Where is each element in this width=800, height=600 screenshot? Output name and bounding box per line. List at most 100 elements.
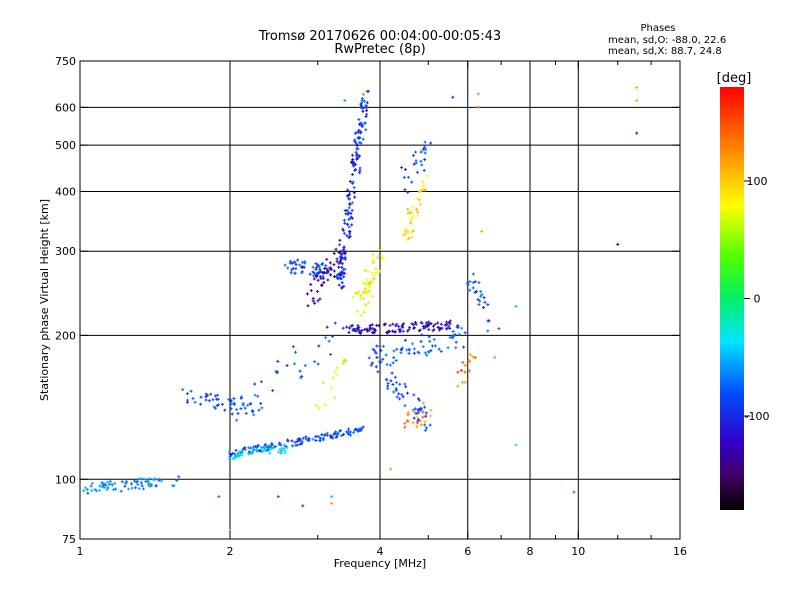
data-point [347,427,351,431]
data-point [241,402,245,406]
data-point [404,385,408,389]
data-point [423,145,427,149]
data-point [448,322,452,326]
data-point [335,373,339,377]
data-point [320,433,324,437]
data-point [332,396,336,400]
data-point [410,342,414,346]
data-point [340,434,344,438]
data-point [359,293,363,297]
data-point [361,107,365,111]
data-point [447,325,451,329]
data-point [326,269,330,273]
data-point [386,381,390,385]
data-point [372,331,376,335]
data-point [423,428,427,432]
data-point [483,300,487,304]
data-point [350,208,354,212]
data-point [362,281,366,285]
data-point [370,323,374,327]
data-point [342,284,346,288]
data-point [98,488,102,492]
data-point [477,281,481,285]
data-point [408,325,412,329]
data-point [397,392,401,396]
data-point [355,153,359,157]
y-axis-label: Stationary phase Virtual Height [km] [38,199,51,401]
data-point [108,479,112,483]
data-point [341,227,345,231]
data-point [229,402,233,406]
data-point [357,136,361,140]
data-point [123,484,127,488]
data-point [433,322,437,326]
data-point [247,452,251,456]
data-point [351,327,355,331]
data-point [361,290,365,294]
data-point [462,345,466,349]
data-point [425,426,429,430]
data-point [412,393,416,397]
data-point [100,485,104,489]
data-point [409,221,413,225]
data-point [416,214,420,218]
data-point [247,446,251,450]
data-point [354,291,358,295]
data-point [300,260,304,264]
data-point [335,274,339,278]
data-point [478,299,482,303]
data-point [421,345,425,349]
data-point [421,401,425,405]
data-point [347,193,351,197]
data-point [419,202,423,206]
data-point [90,481,94,485]
data-point [367,89,371,93]
data-point [353,139,357,143]
data-point [256,443,260,447]
data-point [450,334,454,338]
data-point [140,477,144,481]
data-point [348,230,352,234]
colorbar-tick-label: 0 [754,293,761,306]
data-point [363,286,367,290]
data-point [216,393,220,397]
data-point [353,428,357,432]
data-point [191,396,195,400]
data-point [342,246,346,250]
data-point [425,353,429,357]
data-point [340,262,344,266]
data-point [416,411,420,415]
data-point [362,310,366,314]
data-point [392,356,396,360]
data-point [410,211,414,215]
x-axis-label: Frequency [MHz] [334,557,426,570]
data-point [234,448,238,452]
data-point [295,439,299,443]
data-point [429,408,433,412]
data-point [314,438,318,442]
data-point [389,379,393,383]
data-point [331,376,335,380]
data-point [106,486,110,490]
data-point [323,266,327,270]
data-point [392,390,396,394]
data-point [635,86,639,90]
data-point [301,504,305,508]
data-point [388,323,392,327]
data-point [429,349,433,353]
data-point [448,319,452,323]
data-point [405,211,409,215]
data-point [419,423,423,427]
data-point [296,258,300,262]
data-point [482,296,486,300]
data-point [332,251,336,255]
data-point [100,481,104,485]
data-point [343,271,347,275]
data-point [350,153,354,157]
data-point [313,360,317,364]
data-point [129,482,133,486]
data-point [324,336,328,340]
data-point [334,247,338,251]
data-point [177,475,181,479]
data-point [105,487,109,491]
